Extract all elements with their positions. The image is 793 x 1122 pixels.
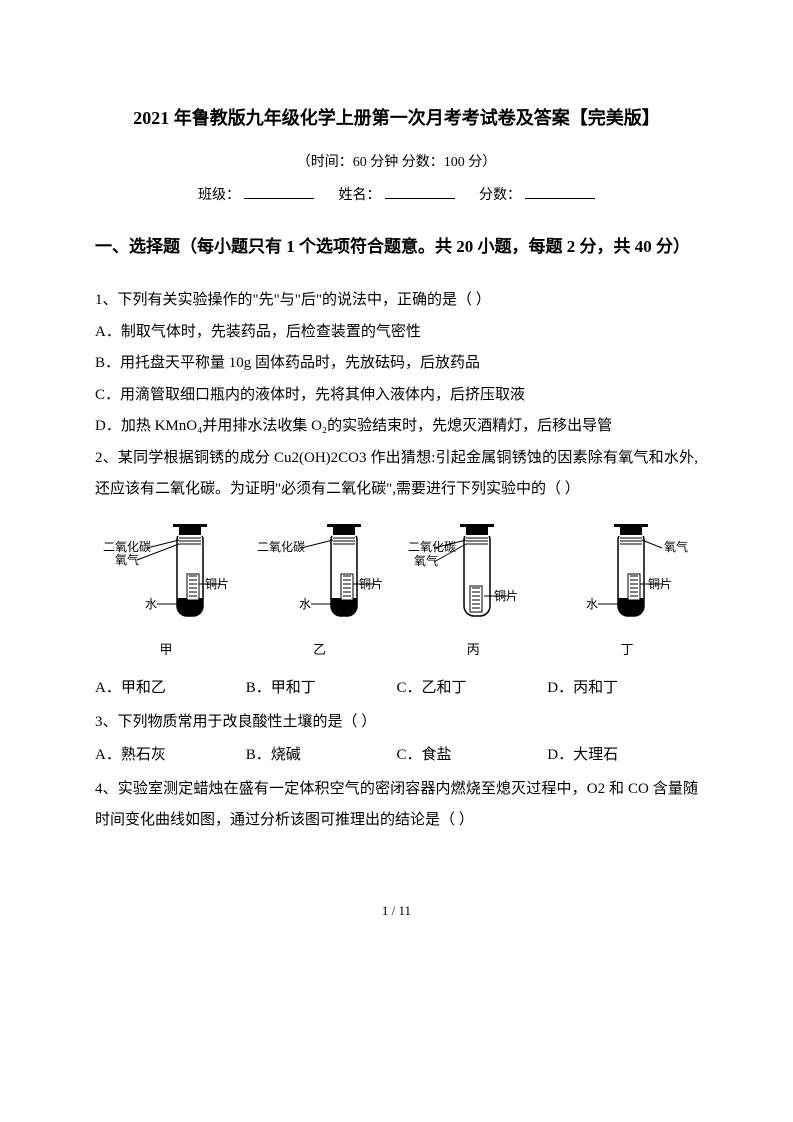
c-strip: 铜片: [494, 588, 518, 603]
exam-title: 2021 年鲁教版九年级化学上册第一次月考考试卷及答案【完美版】: [95, 100, 698, 138]
tube-a-svg: 二氧化碳 氧气 水 铜片: [101, 518, 231, 628]
diagram-b-label: 乙: [313, 636, 326, 663]
b-water: 水: [299, 597, 311, 611]
c-gas2: 氧气: [414, 553, 438, 568]
tube-b-svg: 二氧化碳 水 铜片: [255, 518, 385, 628]
diagram-d-label: 丁: [620, 636, 633, 663]
a-gas2: 氧气: [115, 552, 139, 567]
q2-opt-d: D．丙和丁: [547, 673, 698, 705]
q2-diagrams: 二氧化碳 氧气 水 铜片 甲: [95, 518, 698, 663]
page-number: 1 / 11: [95, 897, 698, 924]
section-1-header: 一、选择题（每小题只有 1 个选项符合题意。共 20 小题，每题 2 分，共 4…: [95, 227, 698, 268]
tube-d-svg: 氧气 水 铜片: [562, 518, 692, 628]
tube-c-svg: 二氧化碳 氧气 铜片: [408, 518, 538, 628]
q3-opt-d: D．大理石: [547, 740, 698, 772]
q3-options: A．熟石灰 B．烧碱 C．食盐 D．大理石: [95, 740, 698, 772]
q3-opt-c: C．食盐: [397, 740, 548, 772]
name-label: 姓名：: [339, 188, 381, 203]
a-strip: 铜片: [205, 576, 229, 591]
class-blank[interactable]: [244, 184, 314, 199]
q1-opt-c: C．用滴管取细口瓶内的液体时，先将其伸入液体内，后挤压取液: [95, 380, 698, 412]
q3-opt-a: A．熟石灰: [95, 740, 246, 772]
d-gas1: 氧气: [664, 539, 688, 554]
diagram-a: 二氧化碳 氧气 水 铜片 甲: [101, 518, 231, 663]
d-water: 水: [586, 597, 598, 611]
page: 2021 年鲁教版九年级化学上册第一次月考考试卷及答案【完美版】 （时间：60 …: [0, 0, 793, 964]
score-blank[interactable]: [525, 184, 595, 199]
q2-opt-a: A．甲和乙: [95, 673, 246, 705]
q4-stem: 4、实验室测定蜡烛在盛有一定体积空气的密闭容器内燃烧至熄灭过程中，O2 和 CO…: [95, 774, 698, 837]
q1-opt-d: D．加热 KMnO₄并用排水法收集 O₂的实验结束时，先熄灭酒精灯，后移出导管: [95, 411, 698, 443]
q2-options: A．甲和乙 B．甲和丁 C．乙和丁 D．丙和丁: [95, 673, 698, 705]
diagram-b: 二氧化碳 水 铜片 乙: [255, 518, 385, 663]
q1-opt-a: A．制取气体时，先装药品，后检查装置的气密性: [95, 317, 698, 349]
q3-opt-b: B．烧碱: [246, 740, 397, 772]
a-water: 水: [145, 597, 157, 611]
diagram-d: 氧气 水 铜片 丁: [562, 518, 692, 663]
name-blank[interactable]: [385, 184, 455, 199]
q1-opt-b: B．用托盘天平称量 10g 固体药品时，先放砝码，后放药品: [95, 348, 698, 380]
q2-opt-c: C．乙和丁: [397, 673, 548, 705]
q3-stem: 3、下列物质常用于改良酸性土壤的是（ ）: [95, 707, 698, 739]
a-gas1: 二氧化碳: [103, 540, 151, 554]
score-label: 分数：: [479, 188, 521, 203]
class-label: 班级：: [198, 188, 240, 203]
diagram-c: 二氧化碳 氧气 铜片 丙: [408, 518, 538, 663]
diagram-c-label: 丙: [467, 636, 480, 663]
q1-stem: 1、下列有关实验操作的"先"与"后"的说法中，正确的是（ ）: [95, 285, 698, 317]
c-gas1: 二氧化碳: [408, 540, 456, 554]
exam-meta: （时间：60 分钟 分数：100 分）: [95, 148, 698, 177]
diagram-a-label: 甲: [159, 636, 172, 663]
student-info-row: 班级： 姓名： 分数：: [95, 181, 698, 210]
q2-stem: 2、某同学根据铜锈的成分 Cu2(OH)2CO3 作出猜想:引起金属铜锈蚀的因素…: [95, 443, 698, 506]
q2-opt-b: B．甲和丁: [246, 673, 397, 705]
b-gas1: 二氧化碳: [257, 540, 305, 554]
b-strip: 铜片: [359, 576, 383, 591]
d-strip: 铜片: [648, 576, 672, 591]
